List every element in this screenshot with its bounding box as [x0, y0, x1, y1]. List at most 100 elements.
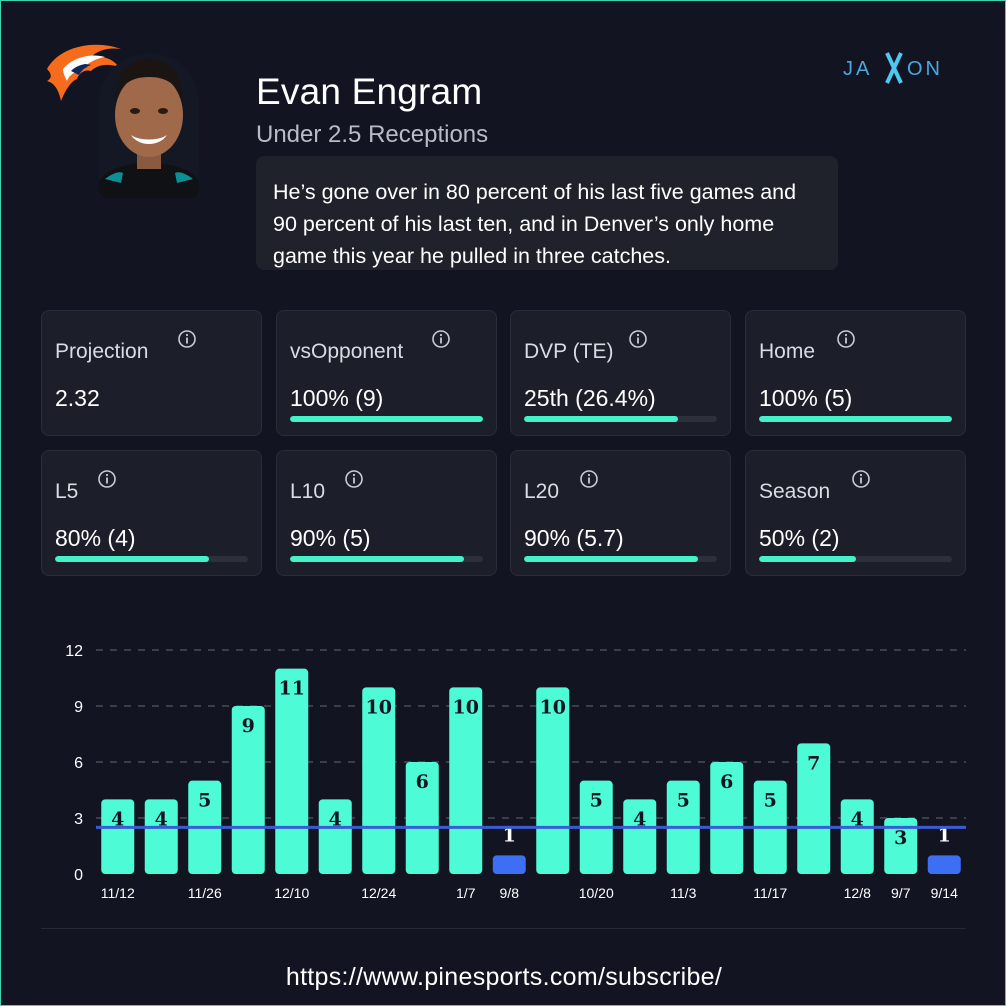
stat-card-home: Home 100% (5)	[745, 310, 966, 436]
y-tick-label: 0	[74, 867, 83, 884]
stat-card-season: Season 50% (2)	[745, 450, 966, 576]
stat-label: L20	[524, 480, 560, 503]
bar-value-label: 7	[807, 752, 820, 774]
bar-value-label: 4	[851, 808, 864, 830]
info-icon[interactable]	[851, 469, 871, 489]
bar-value-label: 10	[366, 696, 392, 718]
x-tick-label: 10/20	[579, 885, 614, 901]
progress-fill	[55, 556, 210, 562]
stat-value: 2.32	[55, 385, 100, 411]
bar-value-label: 4	[633, 808, 646, 830]
progress-track	[290, 416, 483, 422]
y-tick-label: 6	[74, 755, 83, 772]
stat-card-l20: L20 90% (5.7)	[510, 450, 731, 576]
stat-value: 50% (2)	[759, 525, 840, 551]
x-tick-label: 11/17	[753, 885, 787, 901]
bar-value-label: 1	[503, 824, 516, 846]
bar	[275, 668, 309, 874]
stat-label: L10	[290, 480, 326, 503]
info-icon[interactable]	[836, 329, 856, 349]
stat-card-l10: L10 90% (5)	[276, 450, 497, 576]
stat-card-l5: L5 80% (4)	[41, 450, 262, 576]
bar-value-label: 4	[155, 808, 168, 830]
bar-value-label: 4	[111, 808, 124, 830]
y-tick-label: 12	[65, 643, 83, 660]
bar	[884, 818, 918, 874]
progress-fill	[290, 416, 483, 422]
bar-value-label: 11	[279, 678, 305, 700]
player-name: Evan Engram	[256, 71, 483, 112]
bar-value-label: 5	[590, 790, 603, 812]
bar-value-label: 9	[242, 715, 255, 737]
progress-fill	[524, 556, 698, 562]
y-tick-label: 3	[74, 811, 83, 828]
x-tick-label: 12/10	[274, 885, 309, 901]
team-logo	[47, 44, 121, 101]
bar	[840, 799, 874, 874]
info-icon[interactable]	[431, 329, 451, 349]
progress-track	[524, 556, 717, 562]
bar-value-label: 6	[416, 771, 429, 793]
info-icon[interactable]	[628, 329, 648, 349]
stat-value: 90% (5.7)	[524, 525, 624, 551]
bar	[710, 762, 744, 874]
progress-track	[759, 416, 952, 422]
bar	[144, 799, 178, 874]
subscribe-link[interactable]: https://www.pinesports.com/subscribe/	[285, 963, 723, 991]
footer-divider	[41, 928, 966, 929]
progress-track	[524, 416, 717, 422]
bar	[492, 855, 526, 874]
analysis-blurb: He’s gone over in 80 percent of his last…	[256, 156, 838, 270]
stat-label: Season	[759, 480, 831, 503]
x-tick-label: 9/14	[931, 885, 958, 901]
progress-fill	[524, 416, 679, 422]
player-avatar	[99, 53, 199, 198]
bar	[797, 743, 831, 874]
bar-value-label: 10	[453, 696, 479, 718]
info-icon[interactable]	[344, 469, 364, 489]
bar-value-label: 10	[540, 696, 566, 718]
bar-value-label: 5	[677, 790, 690, 812]
bar-value-label: 3	[894, 827, 907, 849]
progress-fill	[759, 416, 952, 422]
stat-value: 25th (26.4%)	[524, 385, 656, 411]
x-tick-label: 11/3	[670, 885, 696, 901]
stat-value: 100% (9)	[290, 385, 384, 411]
bar	[405, 762, 439, 874]
progress-fill	[290, 556, 464, 562]
info-icon[interactable]	[177, 329, 197, 349]
stat-label: DVP (TE)	[524, 340, 614, 363]
stat-label: vsOpponent	[290, 340, 404, 363]
x-tick-label: 1/7	[456, 885, 476, 901]
stat-value: 100% (5)	[759, 385, 853, 411]
x-tick-label: 11/26	[188, 885, 222, 901]
x-tick-label: 9/7	[891, 885, 911, 901]
bar	[101, 799, 135, 874]
progress-fill	[759, 556, 856, 562]
x-tick-label: 11/12	[101, 885, 135, 901]
prop-line: Under 2.5 Receptions	[256, 121, 489, 148]
stat-label: L5	[55, 480, 79, 503]
stat-label: Projection	[55, 340, 149, 363]
stat-card-dvp: DVP (TE) 25th (26.4%)	[510, 310, 731, 436]
brand-logo: JA ON	[843, 52, 943, 84]
stat-card-vsopponent: vsOpponent 100% (9)	[276, 310, 497, 436]
bar-value-label: 5	[764, 790, 777, 812]
bar-value-label: 4	[329, 808, 342, 830]
bar	[231, 706, 265, 874]
y-tick-label: 9	[74, 699, 83, 716]
bar-value-label: 1	[938, 824, 951, 846]
stat-value: 80% (4)	[55, 525, 136, 551]
svg-text:JA: JA	[843, 58, 872, 80]
info-icon[interactable]	[97, 469, 117, 489]
progress-track	[55, 556, 248, 562]
receptions-bar-chart: 036912411/124511/2691112/1041012/246101/…	[65, 643, 966, 901]
bar	[927, 855, 961, 874]
info-icon[interactable]	[579, 469, 599, 489]
x-tick-label: 12/8	[844, 885, 871, 901]
stat-label: Home	[759, 340, 816, 363]
bar-value-label: 6	[720, 771, 733, 793]
bar	[318, 799, 352, 874]
bar	[623, 799, 657, 874]
svg-text:ON: ON	[907, 58, 943, 80]
